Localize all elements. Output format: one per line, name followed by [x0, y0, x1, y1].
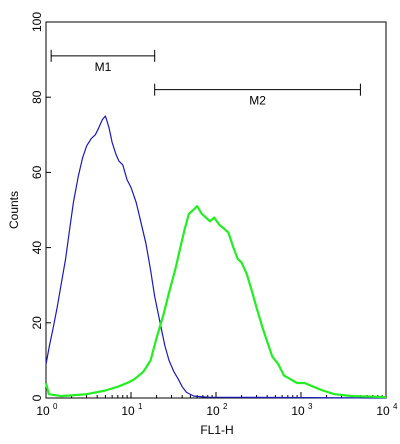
y-axis-label: Counts — [7, 191, 21, 229]
y-tick-label: 0 — [30, 394, 44, 401]
plot-frame — [45, 21, 387, 399]
x-tick-label: 10 — [376, 404, 390, 418]
sample-histogram-line — [44, 205, 387, 399]
x-tick-label: 10 — [121, 404, 135, 418]
control-histogram-line — [45, 115, 387, 399]
marker-label: M1 — [95, 60, 112, 74]
y-tick-label: 20 — [30, 316, 44, 330]
marker-label: M2 — [249, 94, 266, 108]
x-tick-label: 10 — [36, 404, 50, 418]
y-tick-label: 40 — [30, 241, 44, 255]
x-tick-exponent: 3 — [308, 402, 313, 411]
x-tick-exponent: 1 — [138, 402, 143, 411]
x-tick-exponent: 0 — [53, 402, 58, 411]
x-tick-label: 10 — [291, 404, 305, 418]
x-tick-exponent: 2 — [223, 402, 228, 411]
y-tick-label: 60 — [30, 165, 44, 179]
y-tick-label: 100 — [30, 12, 44, 32]
y-tick-label: 80 — [30, 90, 44, 104]
x-tick-label: 10 — [206, 404, 220, 418]
x-tick-exponent: 4 — [393, 402, 398, 411]
x-axis-label: FL1-H — [200, 423, 233, 437]
